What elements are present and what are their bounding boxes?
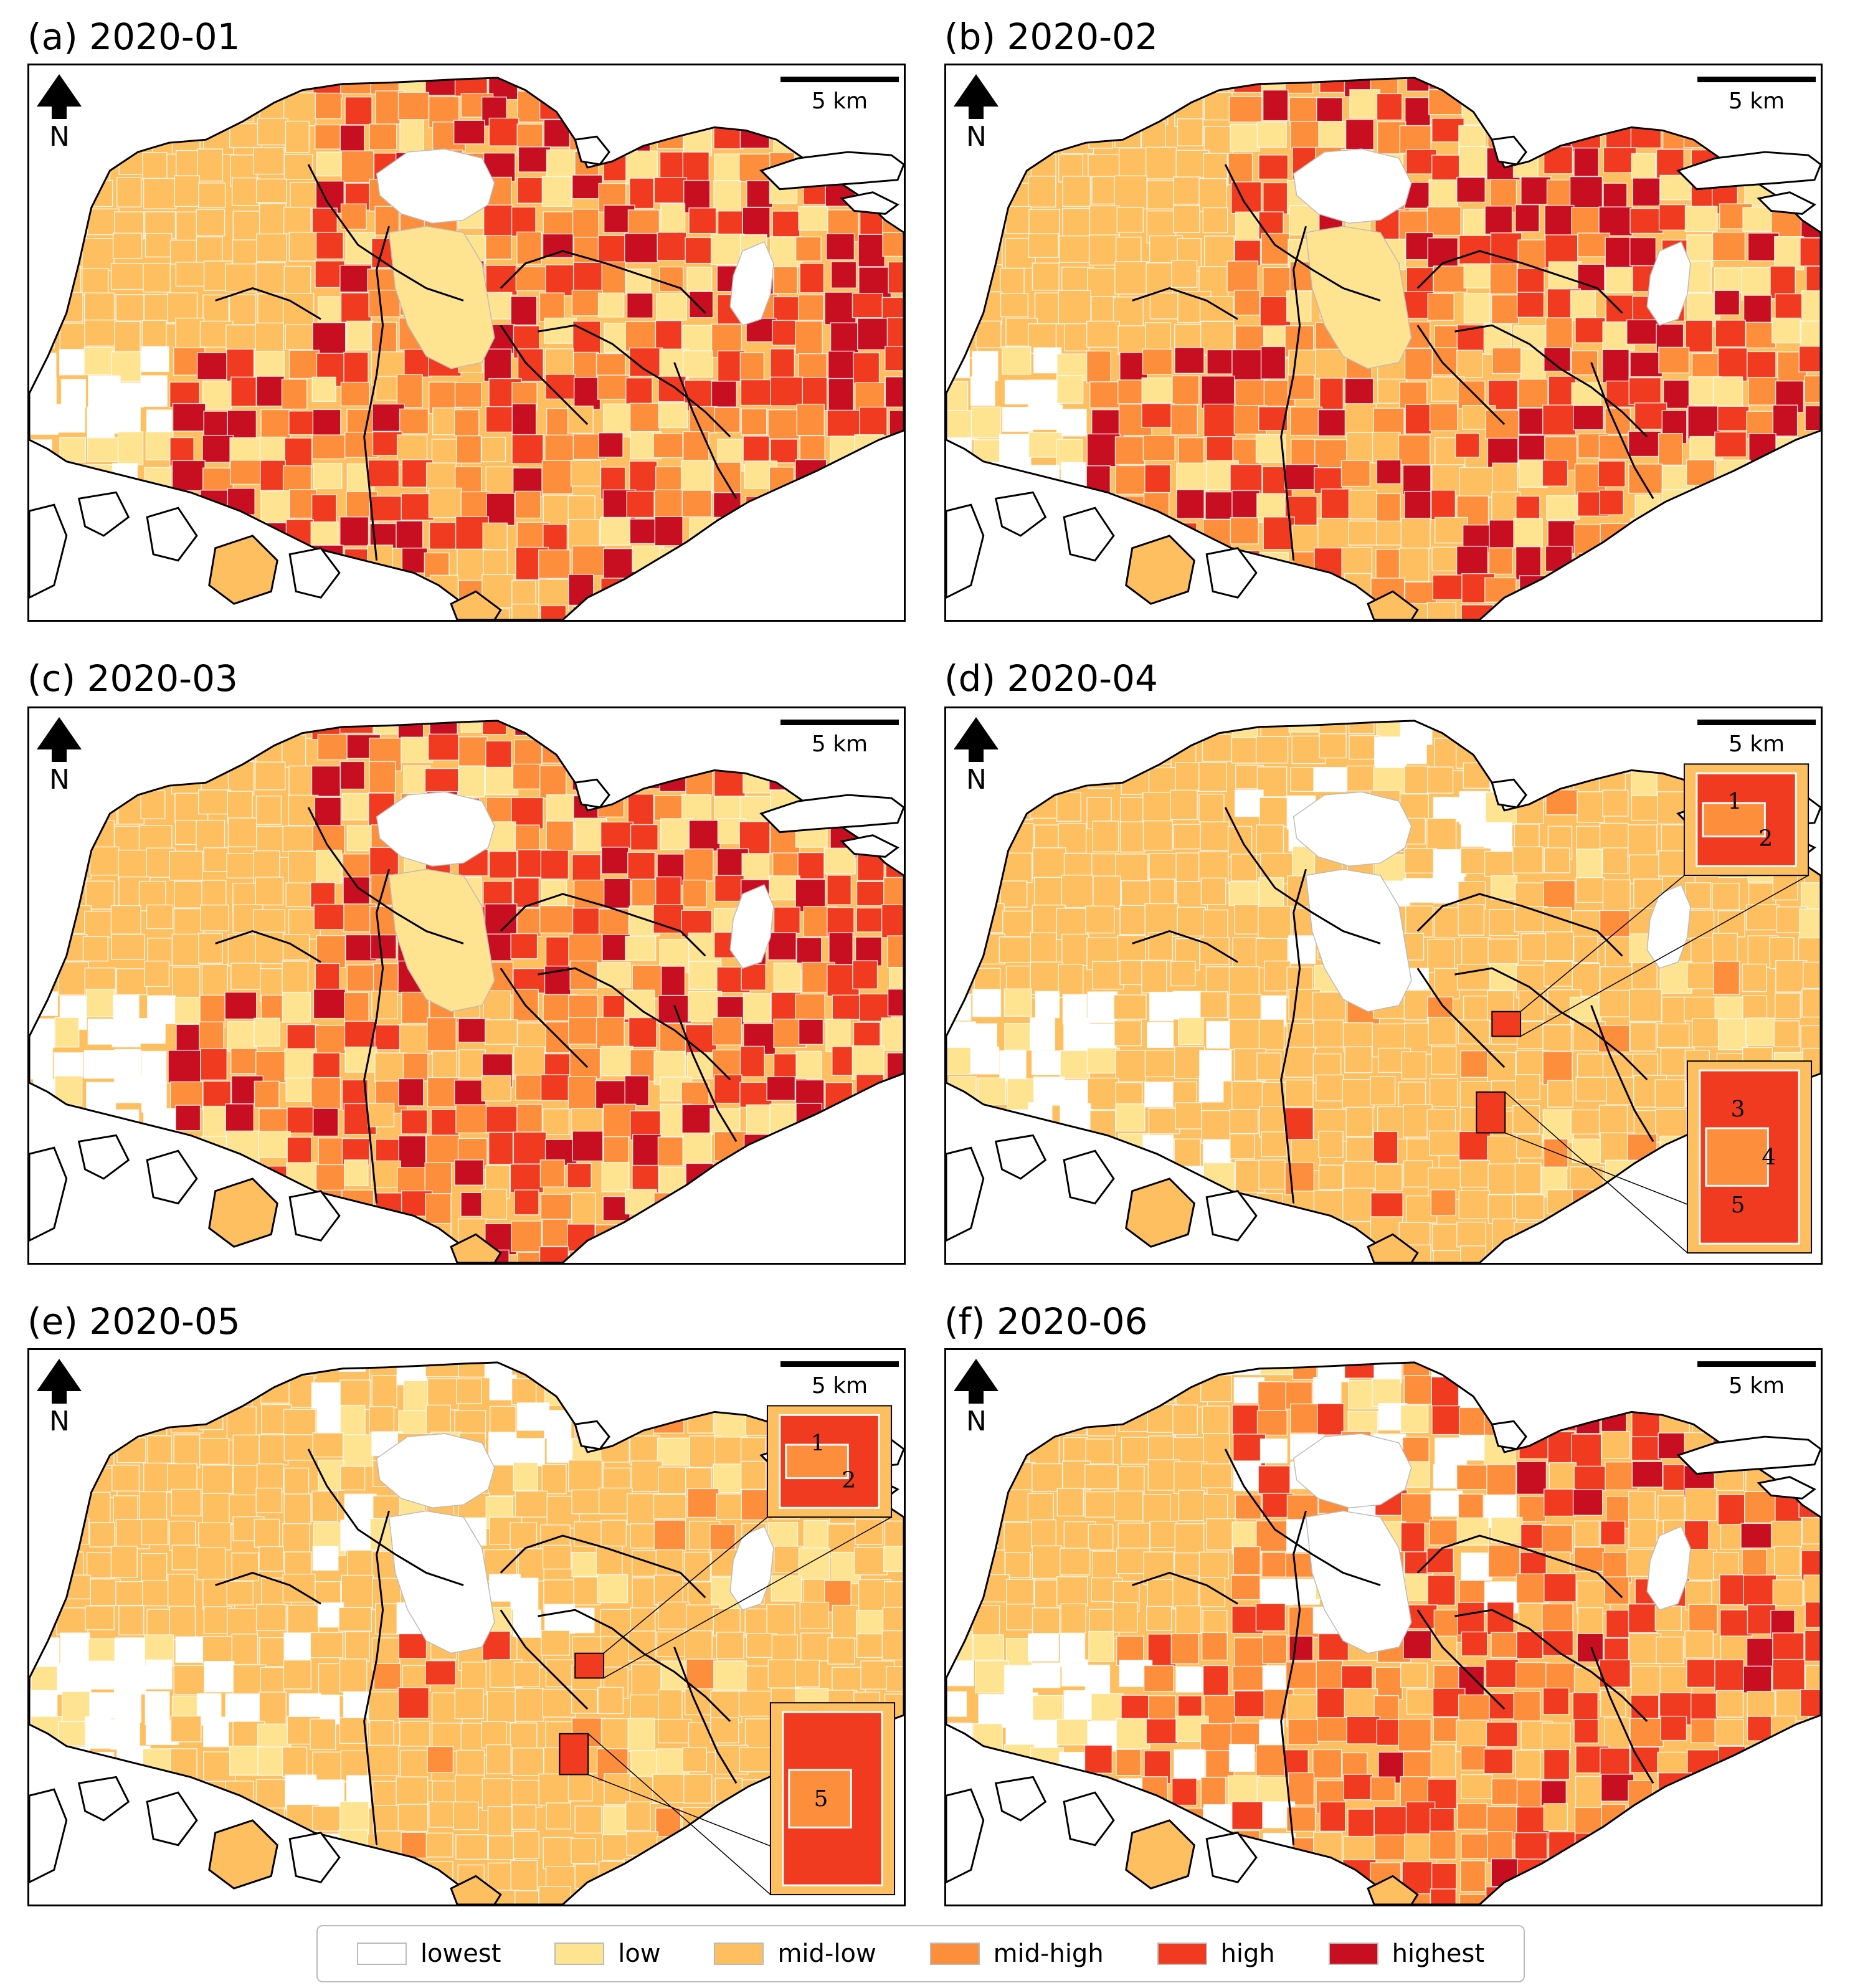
panel-title-f: (f) 2020-06 bbox=[944, 1300, 1148, 1343]
choropleth-map: 12 5 bbox=[29, 1361, 904, 1905]
legend-item-high: high bbox=[1157, 1940, 1275, 1967]
panel-title-c: (c) 2020-03 bbox=[27, 657, 238, 700]
north-label: N bbox=[966, 764, 987, 796]
north-label: N bbox=[966, 121, 987, 153]
inset-label: 1 bbox=[1728, 789, 1742, 814]
scale-bar-label: 5 km bbox=[811, 88, 868, 114]
inset-zoom: 12 bbox=[574, 1405, 893, 1679]
legend-item-mid-low: mid-low bbox=[714, 1940, 876, 1967]
choropleth-map bbox=[946, 77, 1821, 620]
legend-swatch bbox=[1328, 1943, 1378, 1965]
legend-swatch bbox=[1157, 1943, 1207, 1965]
legend-item-highest: highest bbox=[1328, 1939, 1485, 1968]
legend-swatch bbox=[929, 1943, 980, 1965]
north-arrow-icon: N bbox=[951, 72, 1001, 153]
scale-bar: 5 km bbox=[1697, 72, 1816, 115]
legend-swatch bbox=[714, 1943, 764, 1965]
legend-label: highest bbox=[1392, 1939, 1485, 1968]
legend-item-lowest: lowest bbox=[356, 1939, 501, 1968]
north-arrow-icon: N bbox=[951, 715, 1001, 796]
inset-label: 4 bbox=[1762, 1144, 1776, 1170]
scale-bar: 5 km bbox=[780, 72, 899, 115]
panel-title-b: (b) 2020-02 bbox=[944, 16, 1158, 58]
scale-bar: 5 km bbox=[1697, 1356, 1816, 1400]
north-arrow-icon: N bbox=[34, 715, 84, 796]
scale-bar: 5 km bbox=[1697, 715, 1816, 758]
legend-label: lowest bbox=[420, 1939, 501, 1968]
legend-item-mid-high: mid-high bbox=[929, 1939, 1104, 1968]
panel-title-a: (a) 2020-01 bbox=[27, 16, 240, 58]
inset-label: 2 bbox=[842, 1468, 856, 1493]
inset-label: 5 bbox=[814, 1786, 828, 1812]
inset-label: 1 bbox=[811, 1430, 825, 1456]
scale-bar-label: 5 km bbox=[811, 1373, 868, 1399]
north-arrow-icon: N bbox=[34, 1356, 84, 1437]
legend-label: mid-high bbox=[993, 1939, 1104, 1968]
scale-bar-label: 5 km bbox=[1728, 88, 1785, 114]
legend-label: high bbox=[1220, 1939, 1275, 1968]
legend-label: mid-low bbox=[777, 1939, 876, 1968]
map-panel-b: N 5 km bbox=[944, 64, 1823, 622]
inset-label: 2 bbox=[1758, 826, 1773, 852]
map-panel-f: N 5 km bbox=[944, 1348, 1823, 1906]
legend-item-low: low bbox=[554, 1939, 661, 1968]
map-panel-a: N 5 km bbox=[27, 64, 906, 622]
north-label: N bbox=[49, 764, 70, 796]
choropleth-map bbox=[29, 720, 904, 1263]
scale-bar: 5 km bbox=[780, 715, 899, 758]
choropleth-map bbox=[946, 1361, 1821, 1905]
scale-bar: 5 km bbox=[780, 1356, 899, 1400]
inset-zoom: 12 bbox=[1491, 763, 1810, 1037]
legend-swatch bbox=[356, 1943, 407, 1965]
map-panel-c: N 5 km bbox=[27, 706, 906, 1265]
inset-zoom: 345 bbox=[1476, 1060, 1813, 1254]
legend-swatch bbox=[554, 1943, 605, 1965]
inset-zoom: 5 bbox=[559, 1702, 896, 1896]
inset-label: 3 bbox=[1731, 1096, 1745, 1122]
panel-title-e: (e) 2020-05 bbox=[27, 1300, 240, 1343]
scale-bar-label: 5 km bbox=[811, 731, 868, 757]
north-label: N bbox=[966, 1405, 987, 1437]
legend-label: low bbox=[618, 1939, 661, 1968]
scale-bar-label: 5 km bbox=[1728, 731, 1785, 757]
choropleth-map bbox=[29, 77, 904, 620]
map-legend: lowest low mid-low mid-high high highest bbox=[316, 1925, 1525, 1982]
north-label: N bbox=[49, 1405, 70, 1437]
north-arrow-icon: N bbox=[951, 1356, 1001, 1437]
panel-title-d: (d) 2020-04 bbox=[944, 657, 1158, 700]
north-label: N bbox=[49, 121, 70, 153]
choropleth-map: 12 345 bbox=[946, 720, 1821, 1263]
north-arrow-icon: N bbox=[34, 72, 84, 153]
scale-bar-label: 5 km bbox=[1728, 1373, 1785, 1399]
inset-label: 5 bbox=[1731, 1192, 1745, 1218]
